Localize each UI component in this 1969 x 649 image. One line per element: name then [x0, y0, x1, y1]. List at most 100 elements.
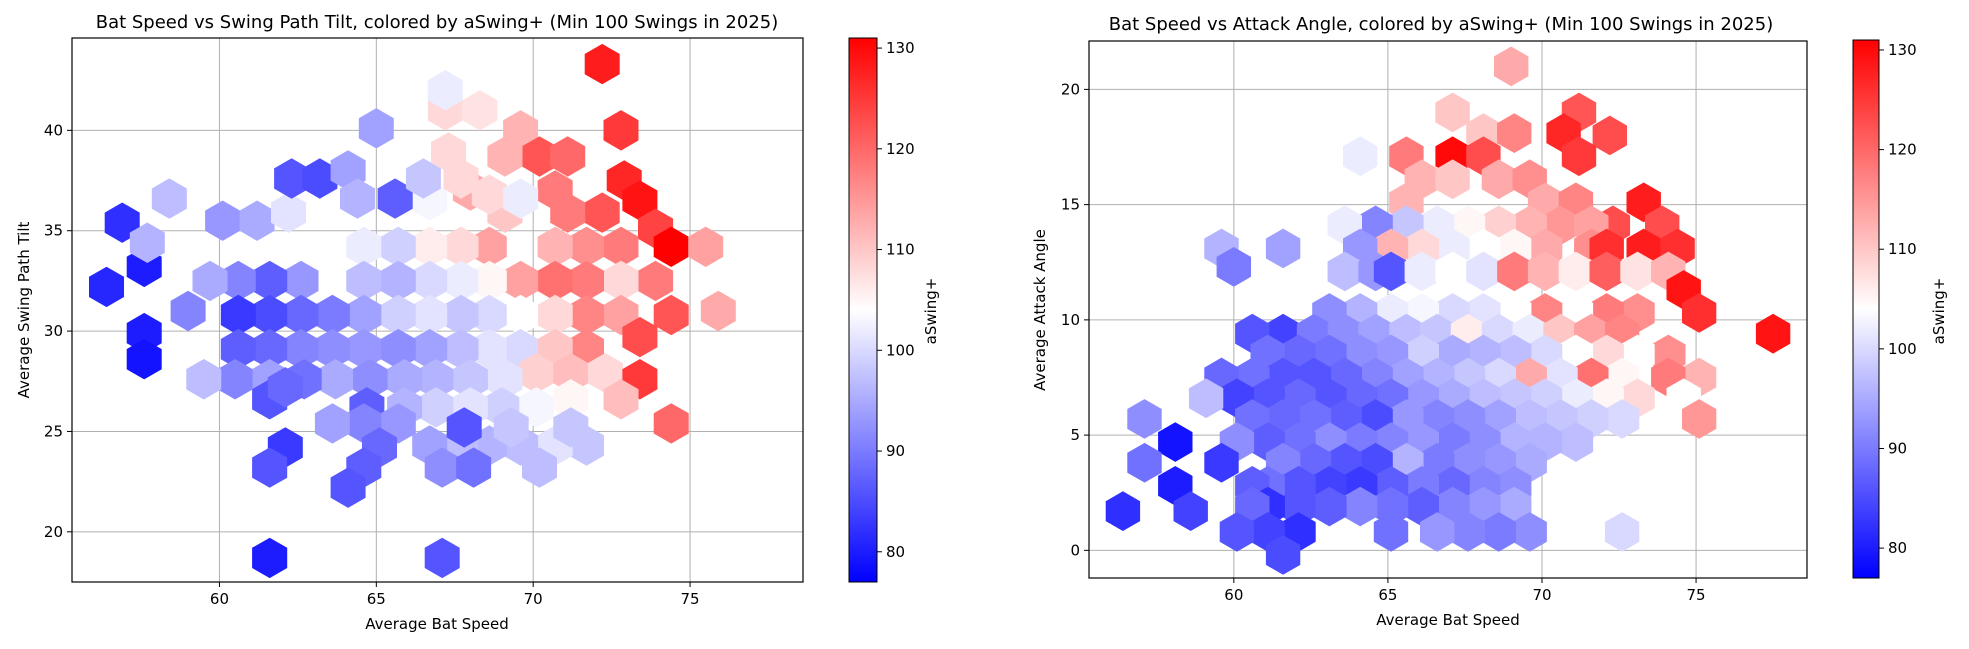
colorbar-tick-label: 100: [886, 341, 915, 359]
colorbar-tick-label: 130: [886, 39, 915, 57]
hexbin-cell: [1682, 293, 1717, 333]
hexbin-cell: [1527, 251, 1563, 292]
hexbin-cell: [418, 359, 454, 400]
hexbin-cell: [1481, 512, 1516, 552]
hexbin-cell: [151, 178, 187, 219]
plot-frame: [1088, 40, 1808, 579]
hexbin-cell: [129, 222, 165, 263]
hexbin-cell: [1188, 378, 1224, 419]
hexbin-cell: [283, 294, 319, 336]
y-axis-label: Average Attack Angle: [1031, 229, 1049, 391]
hexbin-cell: [569, 226, 604, 267]
hexbin-cell: [380, 260, 416, 302]
y-tick-label: 10: [1061, 311, 1080, 329]
hexbin-cell: [387, 359, 423, 400]
y-tick-label: 40: [44, 121, 63, 139]
hexbin-cell: [220, 294, 256, 336]
hexbin-cell: [1561, 136, 1597, 177]
hexbin-cell: [603, 379, 639, 420]
x-tick-label: 75: [681, 590, 700, 608]
hexbin-cell: [126, 339, 162, 380]
y-tick-label: 20: [1061, 80, 1080, 98]
hexbin-cell: [1265, 228, 1301, 269]
x-tick-label: 75: [1687, 586, 1706, 604]
hexbin-cell: [377, 178, 413, 219]
colorbar-tick-label: 110: [886, 241, 915, 259]
hexbin-cell: [358, 108, 394, 149]
x-tick-label: 65: [367, 590, 386, 608]
hexbin-cell: [462, 90, 498, 131]
y-tick-label: 5: [1070, 426, 1080, 444]
colorbar: 80 90 100 110 120 130: [1852, 39, 1917, 579]
hexbin-cell: [1105, 491, 1141, 531]
hexbin-cell: [1604, 512, 1640, 552]
hexbin-cell: [205, 200, 241, 241]
hexbin-cell: [522, 136, 557, 177]
colorbar-tick-label: 80: [886, 543, 905, 561]
x-tick-label: 70: [524, 590, 543, 608]
hexbin-cell: [346, 294, 382, 336]
hexbin-cell: [89, 266, 124, 308]
hexbin-cell: [1435, 159, 1470, 200]
hexbin-cell: [1466, 251, 1501, 292]
axis-ticks: 60 65 70 75 0 5 10 15 20: [1061, 80, 1706, 604]
x-tick-label: 65: [1378, 586, 1397, 604]
hexbin-cell: [380, 328, 416, 370]
hexbin-cell: [1127, 442, 1162, 483]
hexbin-cell: [192, 260, 228, 302]
hexbin-cell: [471, 260, 507, 302]
hexbin-cell: [412, 260, 448, 302]
hexbin-cell: [380, 226, 416, 267]
hexbin-cell: [352, 359, 388, 400]
hexbin-cell: [603, 260, 639, 302]
hexbin-cell: [487, 359, 523, 400]
hexbin-cell: [522, 447, 557, 488]
hexbin-cell: [1497, 113, 1532, 153]
hexbin-cell: [283, 260, 319, 302]
colorbar-label: aSwing+: [1930, 278, 1948, 345]
hexbin-cell: [405, 158, 441, 199]
hexbin-cell: [584, 192, 620, 233]
hexbin-cell: [452, 359, 488, 400]
hexbin-cell: [1343, 136, 1378, 177]
hexbin-cell: [1343, 486, 1378, 527]
chart-title: Bat Speed vs Swing Path Tilt, colored by…: [96, 12, 779, 33]
hexbin-cell: [603, 226, 639, 267]
hexbin-cell: [1373, 486, 1409, 527]
hexbin-cell: [252, 328, 288, 370]
hexbin-cell: [443, 260, 479, 302]
chart-attack-angle: Bat Speed vs Attack Angle, colored by aS…: [1031, 14, 1948, 629]
hexbin-cell: [186, 359, 222, 400]
y-tick-label: 15: [1061, 196, 1080, 214]
hexbin-cell: [1204, 442, 1239, 483]
y-tick-label: 20: [44, 523, 63, 541]
axis-ticks: 60 65 70 75 20 25 30 35 40: [44, 121, 700, 608]
hexbin-cell: [1435, 251, 1470, 292]
hexbin-cell: [471, 294, 507, 336]
hexbin-cell: [346, 260, 382, 302]
hexbin-cell: [1281, 486, 1316, 527]
hexbin-cell: [503, 260, 539, 302]
colorbar-tick-label: 90: [886, 442, 905, 460]
hexbin-cell: [653, 294, 689, 336]
colorbar-bar: [1852, 39, 1880, 579]
hexbin-cell: [553, 379, 589, 420]
hexbin-cell: [424, 537, 460, 579]
hexbin-cell: [553, 407, 589, 448]
hexbin-cell: [471, 226, 507, 267]
hexbin-cell: [412, 328, 448, 370]
y-tick-label: 0: [1070, 541, 1080, 559]
hexbin-cell: [314, 328, 350, 370]
x-tick-label: 70: [1532, 586, 1551, 604]
colorbar-label: aSwing+: [922, 278, 940, 345]
hexbin-cell: [443, 226, 479, 267]
hexbin-cell: [503, 294, 539, 336]
x-axis-label: Average Bat Speed: [1376, 611, 1520, 629]
y-tick-label: 35: [44, 222, 63, 240]
hexbin-cell: [446, 407, 482, 448]
hexbin-cell: [126, 312, 162, 354]
hexbin-cell: [1312, 486, 1347, 527]
chart-title: Bat Speed vs Attack Angle, colored by aS…: [1109, 14, 1773, 35]
hexbin-cells: [89, 43, 736, 579]
